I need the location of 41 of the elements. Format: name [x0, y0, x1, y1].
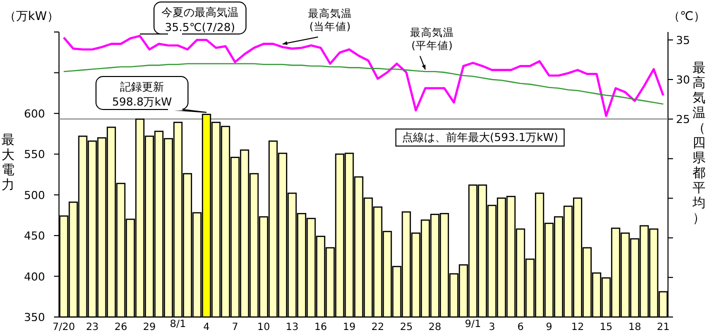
x-tick-label: 28: [428, 322, 442, 333]
y-tick-label: 600: [24, 107, 45, 120]
y2-tick-label: 30: [676, 74, 690, 86]
x-tick-label: 7: [232, 322, 238, 333]
text: （℃）: [668, 9, 706, 23]
x-tick-label: 8/1: [170, 319, 186, 330]
x-tick-label: 16: [314, 322, 328, 333]
y-tick-label: 500: [24, 188, 45, 202]
x-tick-label: 29: [143, 322, 156, 333]
annotation: 今夏の最高気温 35.5℃(7/28): [162, 6, 238, 34]
x-tick-label: 6: [517, 322, 524, 333]
x-tick-label: 9: [546, 322, 552, 333]
y2-tick-label: 25: [676, 113, 690, 126]
x-tick-label: 22: [371, 322, 384, 333]
text: 最高気温（四県都平均）: [692, 61, 706, 226]
x-tick-label: 26: [114, 322, 128, 333]
x-tick-label: 25: [400, 322, 413, 333]
annotation: 最高気温 (当年値): [308, 7, 352, 33]
x-tick-label: 15: [600, 322, 613, 333]
text: （万kW）: [4, 9, 59, 23]
x-tick-label: 19: [342, 322, 356, 333]
x-tick-label: 13: [286, 322, 298, 333]
annotation: 記録更新 598.8万kW: [112, 80, 172, 108]
y-axis-title: 最大電力: [2, 133, 14, 193]
x-tick-label: 12: [571, 322, 584, 333]
ref-line-label: 点線は、前年最大(593.1万kW): [402, 131, 558, 144]
x-tick-label: 7/20: [52, 322, 75, 333]
line-series: [63, 63, 664, 105]
y-tick-label: 400: [24, 270, 45, 284]
y-tick-label: 350: [24, 311, 45, 324]
y-tick-label: 550: [24, 148, 45, 162]
x-tick-label: 10: [257, 322, 270, 333]
x-tick-label: 9/1: [464, 319, 481, 330]
x-tick-label: 3: [488, 322, 496, 333]
y2-tick-label: 35: [676, 34, 690, 47]
annotation: 最高気温 (平年値): [410, 26, 454, 52]
x-tick-label: 23: [86, 322, 99, 333]
x-tick-label: 18: [628, 322, 642, 333]
y-tick-label: 450: [24, 230, 45, 243]
x-tick-label: 21: [656, 322, 670, 333]
x-tick-label: 4: [203, 322, 210, 333]
